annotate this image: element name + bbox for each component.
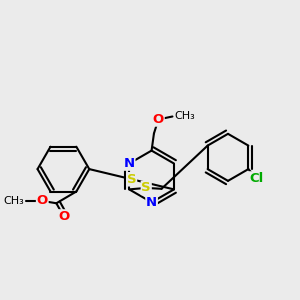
Text: S: S [141,182,151,194]
Text: O: O [58,210,69,223]
Text: N: N [146,196,157,209]
Text: CH₃: CH₃ [174,112,195,122]
Text: Cl: Cl [250,172,264,185]
Text: N: N [124,157,135,170]
Text: S: S [127,173,136,186]
Text: O: O [37,194,48,207]
Text: O: O [153,113,164,126]
Text: CH₃: CH₃ [4,196,25,206]
